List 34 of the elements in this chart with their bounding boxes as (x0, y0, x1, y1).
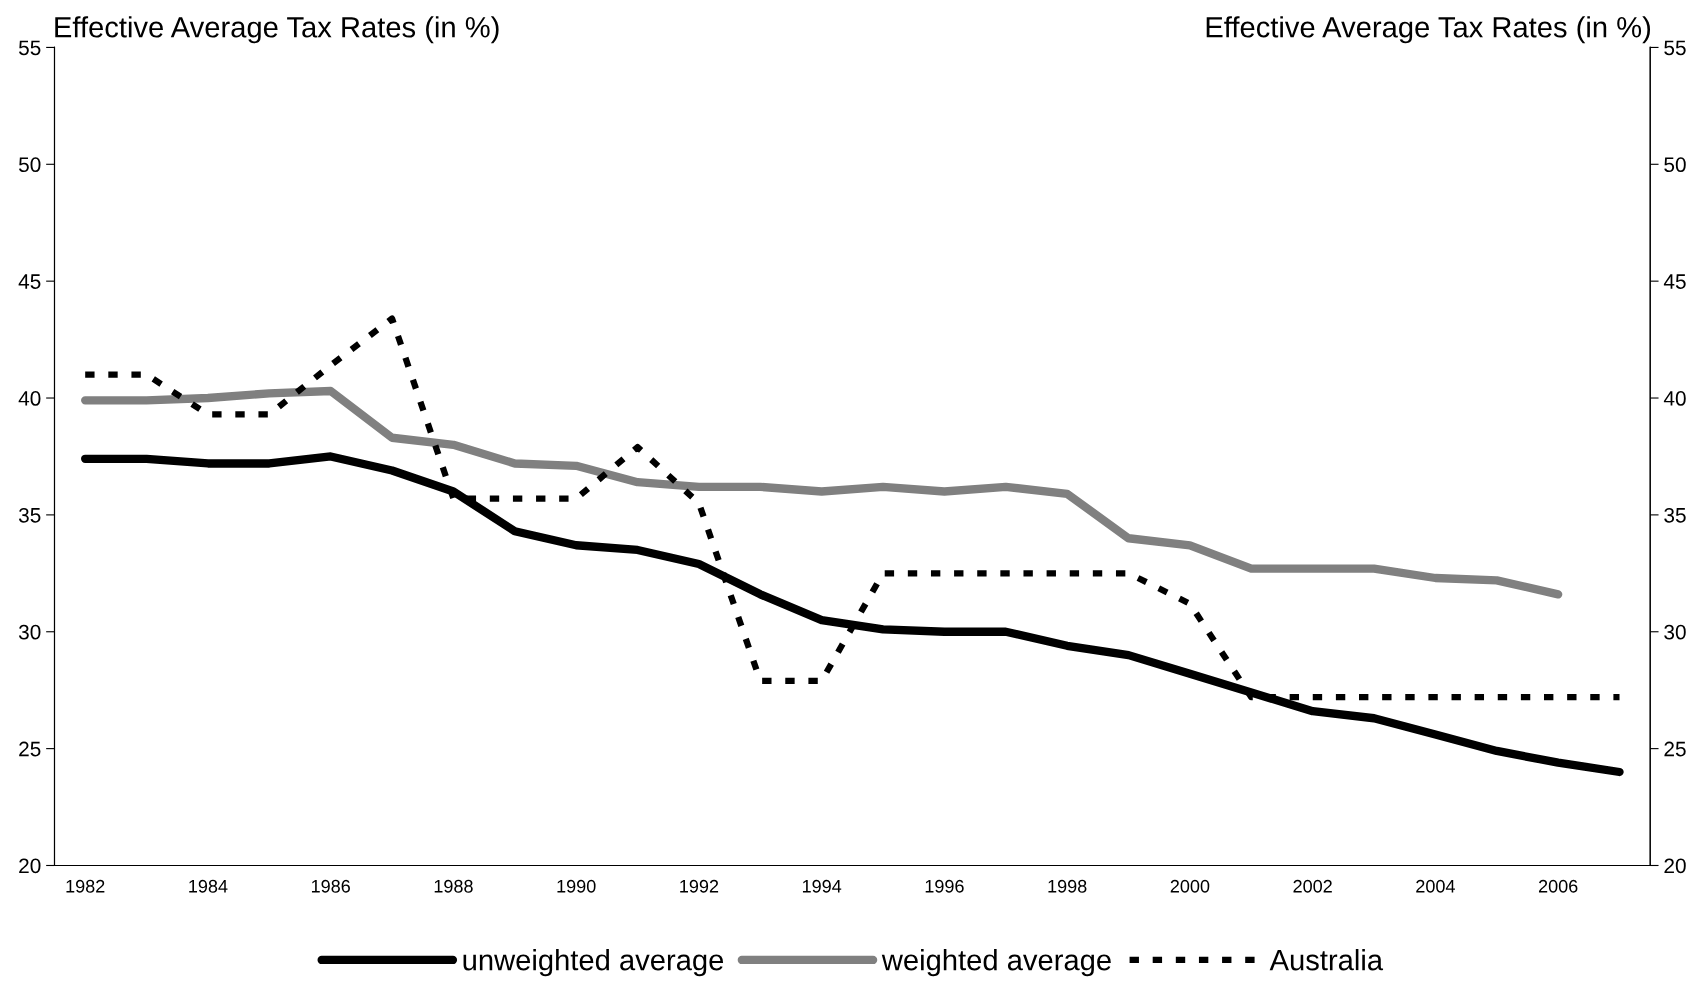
y2-tick-label: 20 (1664, 858, 1686, 874)
x-tick-label: 1984 (189, 879, 228, 893)
y-axis-title: Effective Average Tax Rates (in %) (55, 16, 499, 44)
y2-axis-title: Effective Average Tax Rates (in %) (1206, 16, 1651, 44)
y2-tick-label: 40 (1663, 391, 1686, 406)
x-tick-label: 1998 (1048, 879, 1087, 893)
y-tick-label: 40 (18, 391, 41, 406)
legend-label: weighted average (881, 949, 1111, 977)
legend-label: Australia (1269, 949, 1384, 971)
x-tick-label: 1990 (557, 879, 596, 893)
x-tick-label: 1988 (434, 879, 473, 893)
y-tick-label: 50 (18, 157, 41, 173)
y2-tick-label: 25 (1664, 741, 1686, 757)
y-tick-label: 35 (18, 507, 41, 523)
x-tick-label: 1982 (66, 879, 105, 893)
y2-tick-label: 45 (1663, 274, 1686, 289)
x-tick-label: 2006 (1538, 879, 1578, 893)
x-tick-label: 2000 (1170, 879, 1210, 893)
y-tick-label: 55 (18, 40, 41, 56)
x-tick-label: 1992 (680, 879, 719, 893)
y2-tick-label: 55 (1664, 40, 1686, 56)
x-tick-label: 1994 (802, 879, 842, 893)
x-tick-label: 2002 (1293, 879, 1332, 893)
x-tick-label: 2004 (1416, 879, 1455, 893)
x-tick-label: 1986 (311, 879, 350, 893)
x-tick-label: 1996 (925, 879, 964, 893)
legend-label: unweighted average (463, 949, 724, 977)
y-tick-label: 30 (18, 624, 41, 640)
y-tick-label: 20 (19, 858, 41, 874)
y2-tick-label: 50 (1664, 157, 1686, 173)
y-tick-label: 45 (18, 274, 41, 289)
y2-tick-label: 35 (1664, 507, 1686, 523)
y2-tick-label: 30 (1664, 624, 1686, 640)
y-tick-label: 25 (19, 741, 41, 757)
